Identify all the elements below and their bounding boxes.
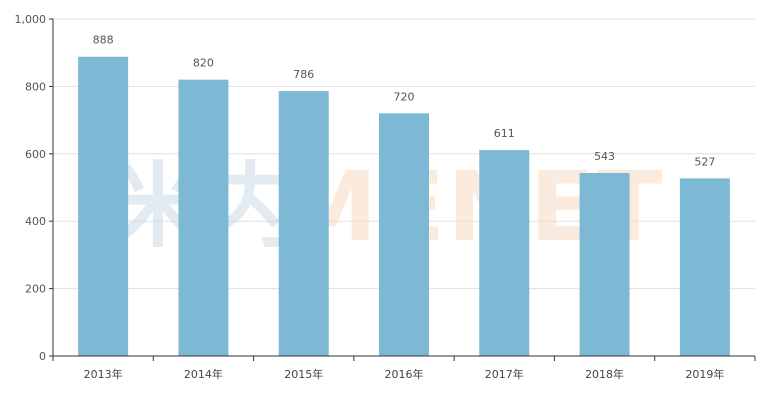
x-tick-label: 2015年 (284, 367, 323, 381)
data-label: 543 (594, 150, 615, 163)
bar (178, 79, 229, 356)
data-labels: 888 820 786 720 611 543 527 (93, 34, 716, 169)
bar (679, 178, 730, 356)
data-label: 888 (93, 34, 114, 47)
bar (278, 91, 329, 357)
bar (78, 56, 129, 357)
data-label: 720 (394, 90, 415, 103)
x-tick-label: 2019年 (685, 367, 724, 381)
data-label: 820 (193, 57, 214, 70)
bar (579, 173, 630, 356)
x-tick-label: 2017年 (485, 367, 524, 381)
axes: 0 200 400 600 800 1,000 2013年 2014年 2015年 2016年 20… (15, 13, 756, 381)
x-tick-label: 2018年 (585, 367, 624, 381)
y-tick-label: 0 (39, 350, 46, 363)
y-tick-label: 800 (25, 80, 46, 93)
y-tick-label: 200 (25, 283, 46, 296)
y-tick-label: 1,000 (15, 13, 47, 26)
x-tick-label: 2016年 (385, 367, 424, 381)
data-label: 527 (694, 155, 715, 168)
y-tick-label: 600 (25, 148, 46, 161)
x-tick-label: 2014年 (184, 367, 223, 381)
data-label: 786 (293, 68, 314, 81)
y-tick-label: 400 (25, 215, 46, 228)
x-tick-label: 2013年 (84, 367, 123, 381)
bar (479, 150, 530, 356)
data-label: 611 (494, 127, 515, 140)
bars (78, 56, 730, 357)
bar (379, 113, 429, 356)
